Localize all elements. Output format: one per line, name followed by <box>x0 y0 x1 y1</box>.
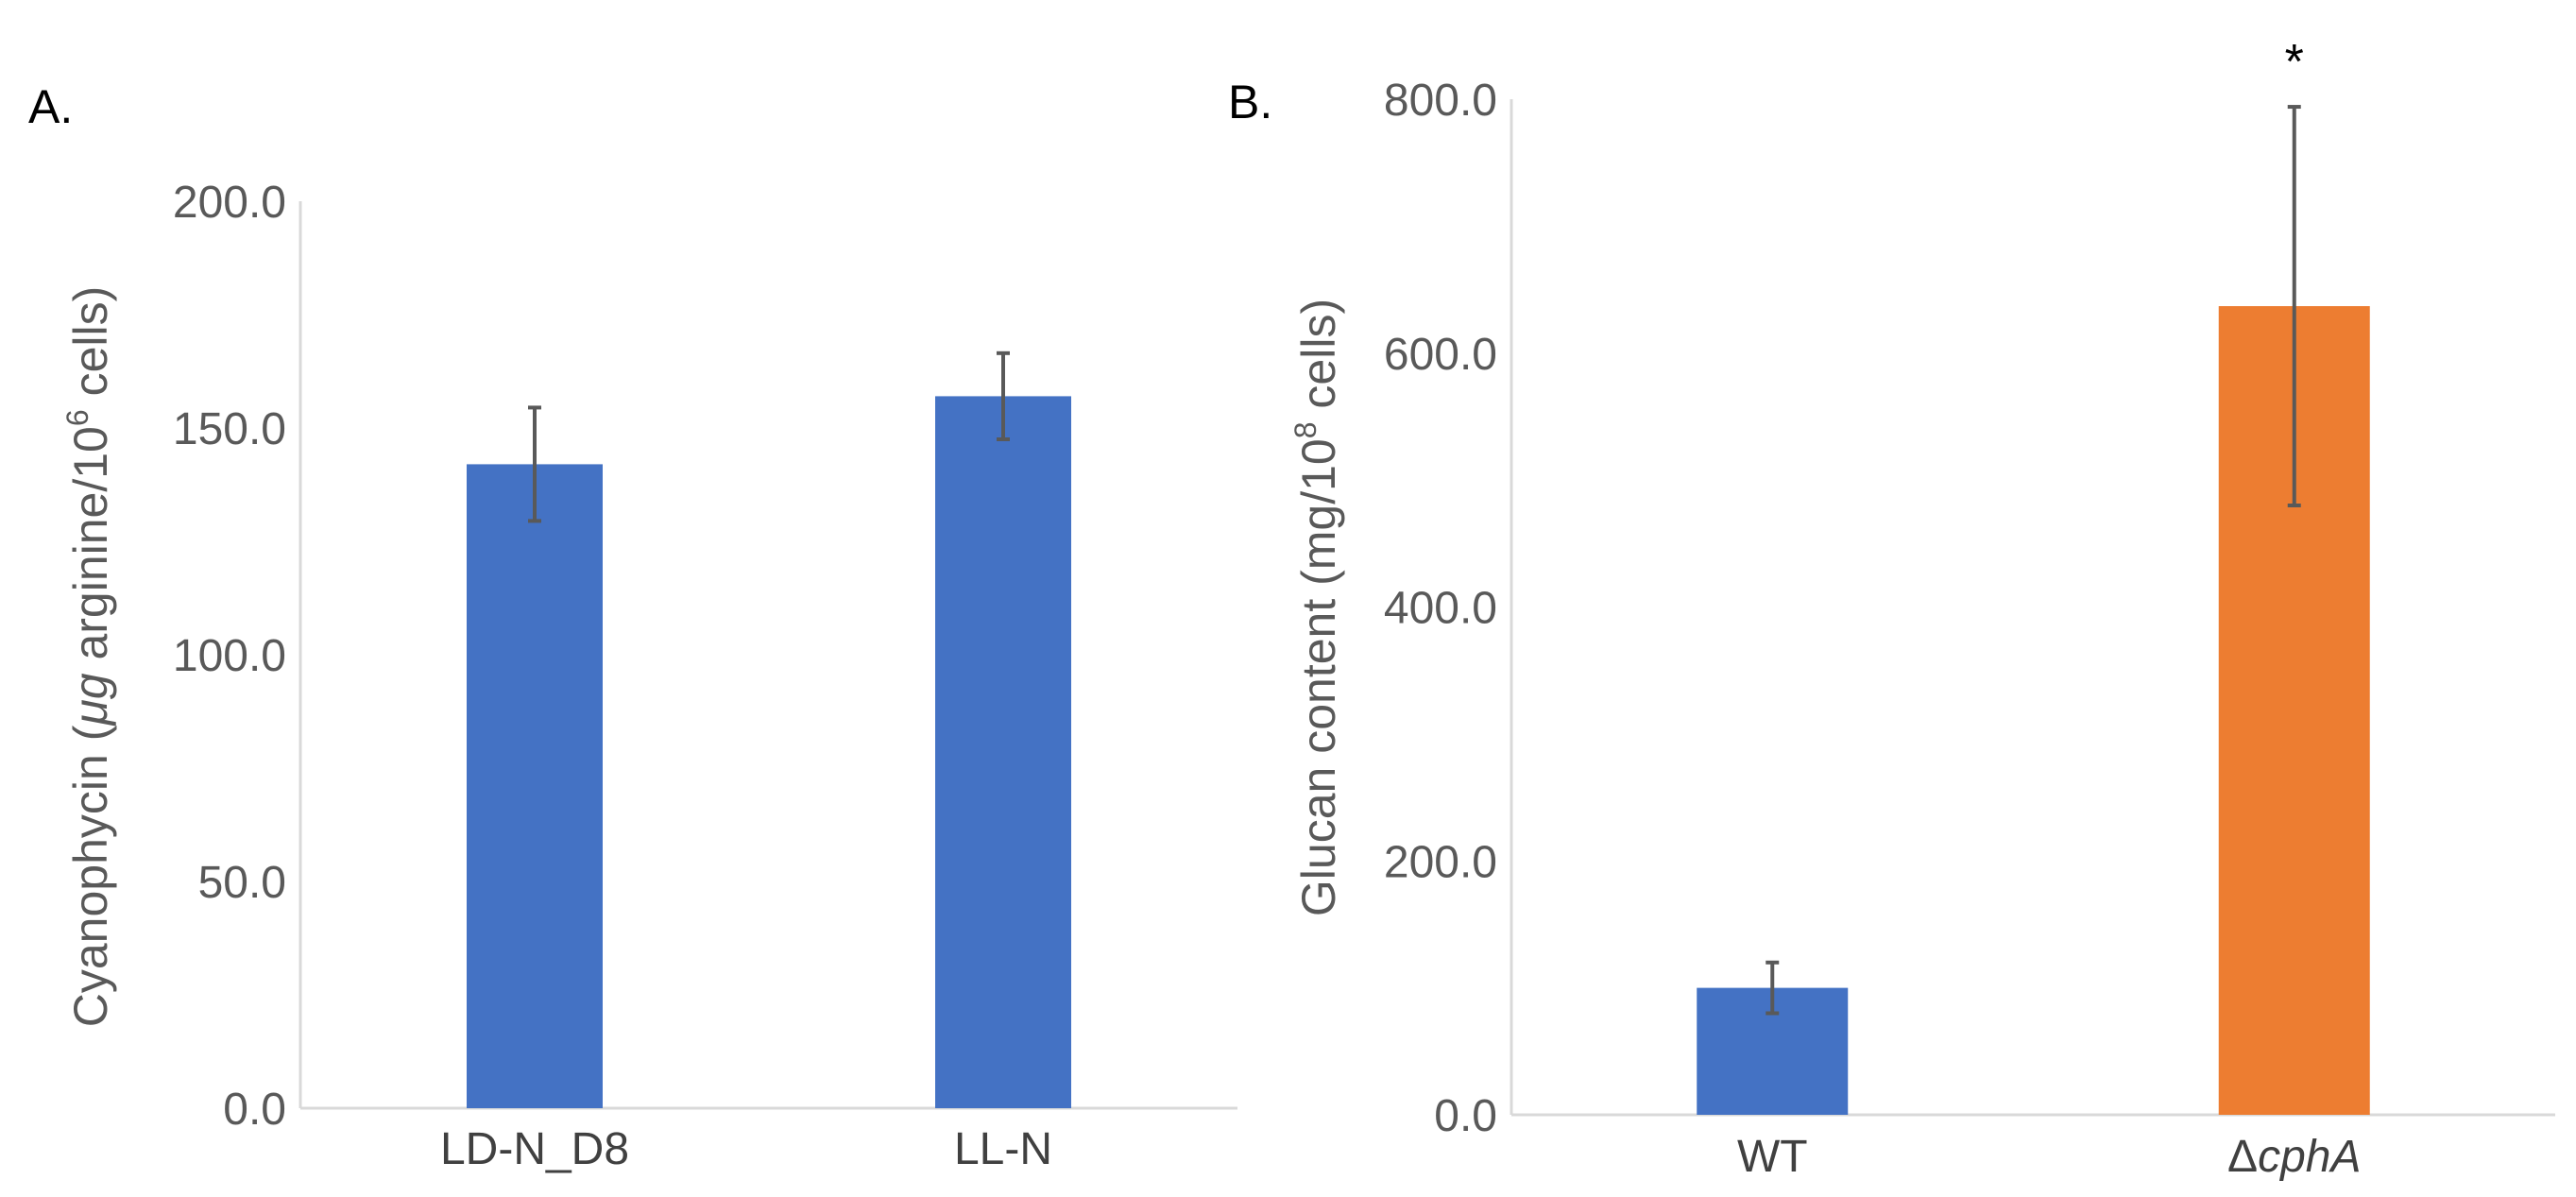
panel-a-y-tick-label: 0.0 <box>223 1085 286 1135</box>
panel-b: B. Glucan content (mg/108 cells) 0.0 200.… <box>1228 35 2555 1182</box>
panel-a-bars <box>467 351 1071 1108</box>
panel-a-error-bar-1 <box>528 405 541 523</box>
panel-a-category-labels: LD-N_D8 LL-N <box>440 1124 1052 1174</box>
panel-b-y-tick-label: 600.0 <box>1384 330 1497 380</box>
panel-b-y-axis-title-text: Glucan content (mg/108 cells) <box>1288 299 1345 916</box>
panel-b-error-bar-2 <box>2287 105 2301 507</box>
panel-b-category-labels: WT ΔcphA <box>1737 1132 2362 1182</box>
panel-b-label: B. <box>1228 76 1272 128</box>
panel-a-category-label-1: LD-N_D8 <box>440 1124 629 1174</box>
panel-a-category-label-2: LL-N <box>954 1124 1052 1174</box>
panel-a-ylabel-part-5: cells) <box>64 286 117 410</box>
panel-b-y-tick-label: 0.0 <box>1434 1091 1497 1141</box>
panel-b-category-label-2: ΔcphA <box>2227 1132 2361 1182</box>
panel-a-y-ticks: 0.0 50.0 100.0 150.0 200.0 <box>173 178 286 1135</box>
panel-a-y-axis-title: Cyanophycin (μg arginine/106 cells) <box>60 286 117 1028</box>
panel-a-ylabel-part-4: 6 <box>60 409 94 426</box>
panel-b-ylabel-part-2: 8 <box>1288 421 1322 438</box>
panel-b-ylabel-part-3: cells) <box>1292 299 1345 422</box>
panel-a-ylabel-part-2: μg <box>64 673 117 727</box>
panel-b-y-axis-title: Glucan content (mg/108 cells) <box>1288 299 1345 916</box>
panel-b-y-ticks: 0.0 200.0 400.0 600.0 800.0 <box>1384 76 1497 1141</box>
panel-b-category-label-1: WT <box>1737 1132 1808 1182</box>
panel-b-y-tick-label: 800.0 <box>1384 76 1497 126</box>
panel-a-y-axis-title-text: Cyanophycin (μg arginine/106 cells) <box>60 286 117 1028</box>
panel-a-label: A. <box>28 80 73 133</box>
panel-b-y-tick-label: 400.0 <box>1384 584 1497 634</box>
panel-a: A. Cyanophycin (μg arginine/106 cells) 0… <box>28 80 1237 1174</box>
panel-b-bars: * <box>1697 35 2370 1115</box>
panel-a-ylabel-part-3: arginine/10 <box>64 426 117 673</box>
panel-a-ylabel-part-1: Cyanophycin ( <box>64 725 117 1027</box>
panel-a-error-bar-2 <box>997 351 1010 441</box>
panel-b-ylabel-part-1: Glucan content (mg/10 <box>1292 438 1345 916</box>
panel-a-bar-2 <box>935 396 1071 1108</box>
panel-a-bar-1 <box>467 464 603 1108</box>
panel-b-error-bar-1 <box>1766 960 1780 1016</box>
panel-a-y-tick-label: 200.0 <box>173 178 286 228</box>
panel-b-significance-annotation: * <box>2285 35 2304 90</box>
panel-a-y-tick-label: 100.0 <box>173 631 286 681</box>
panel-a-y-tick-label: 50.0 <box>198 858 286 908</box>
panel-a-y-tick-label: 150.0 <box>173 404 286 454</box>
panel-b-y-tick-label: 200.0 <box>1384 837 1497 887</box>
